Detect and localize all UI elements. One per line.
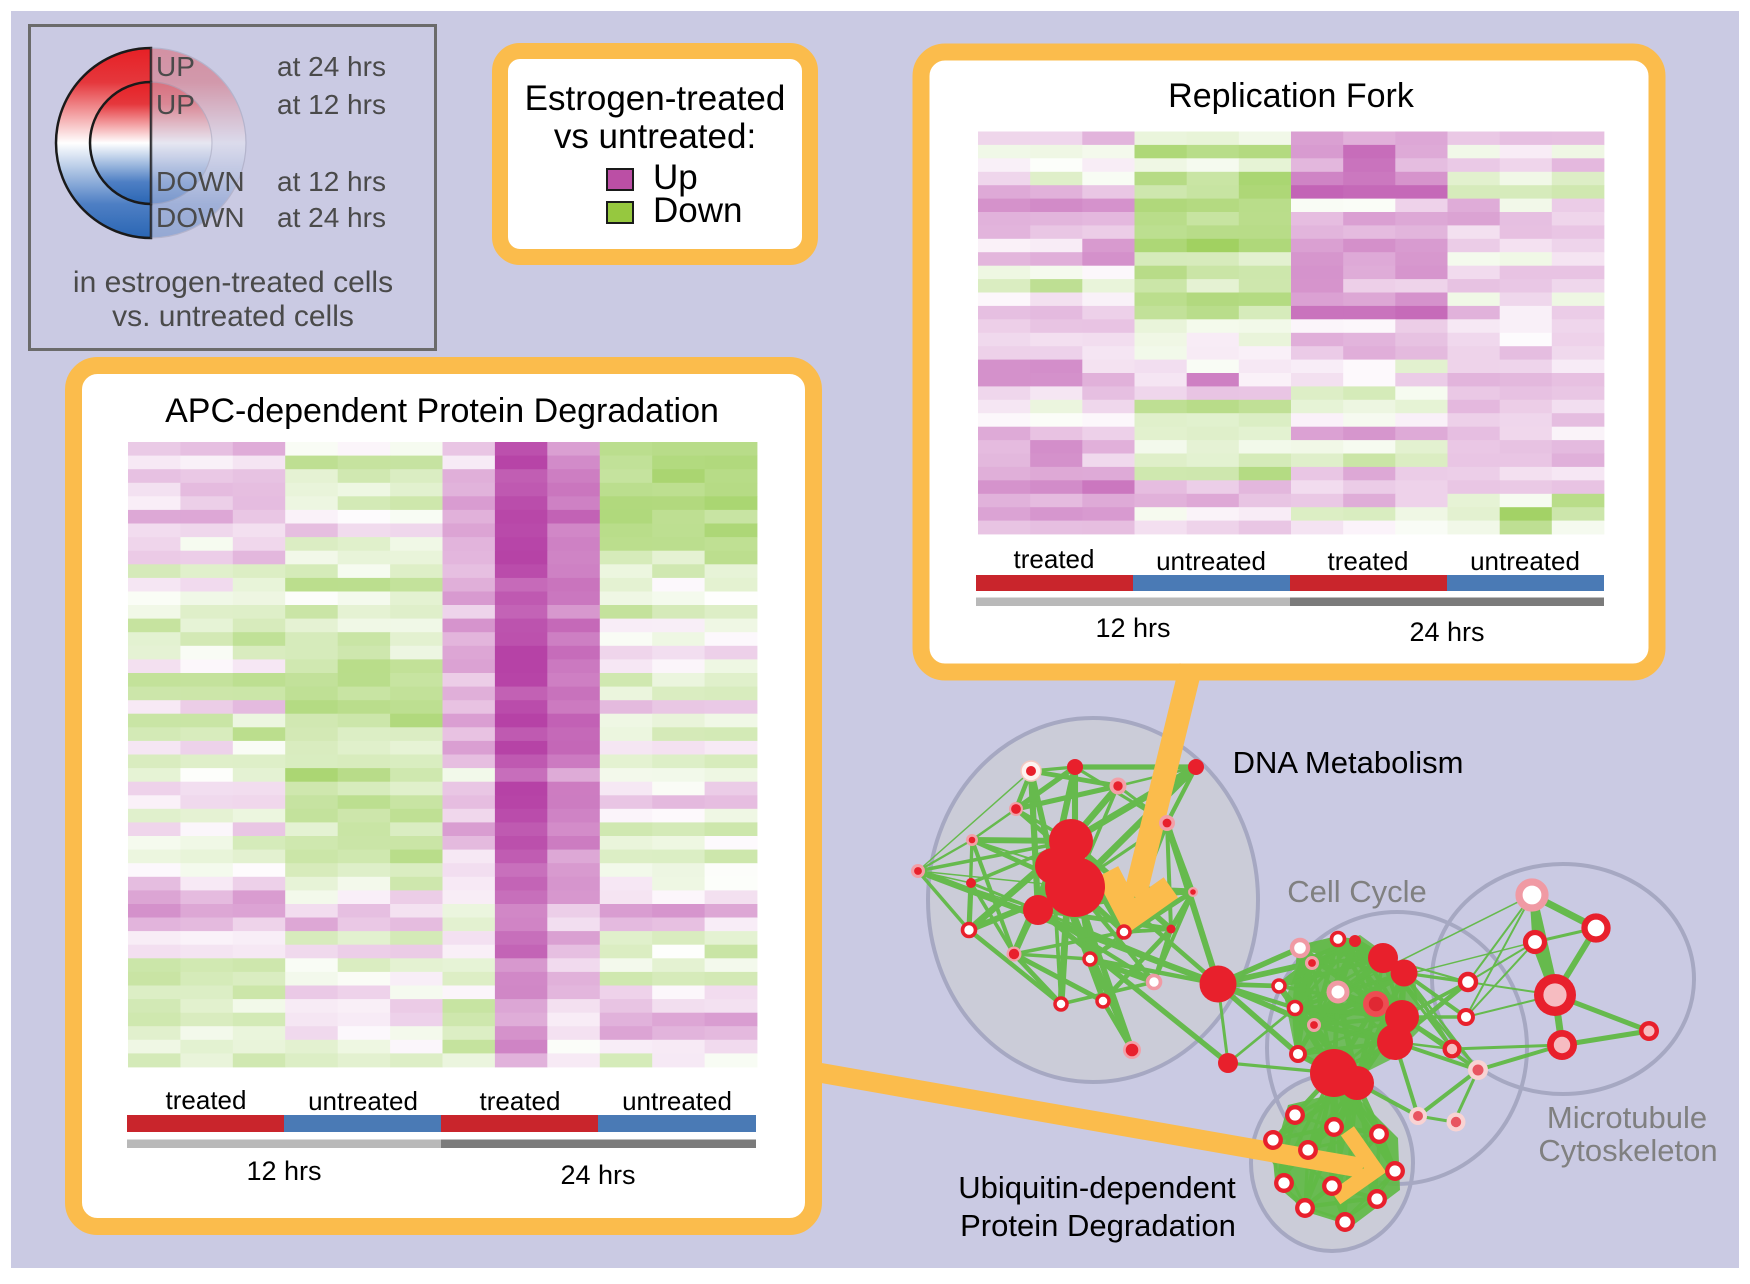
svg-text:Estrogen-treated: Estrogen-treated <box>525 79 786 118</box>
svg-text:Cytoskeleton: Cytoskeleton <box>1538 1133 1717 1168</box>
svg-text:12 hrs: 12 hrs <box>1095 613 1170 643</box>
svg-text:APC-dependent Protein Degradat: APC-dependent Protein Degradation <box>165 392 719 430</box>
svg-text:UP: UP <box>156 51 195 82</box>
svg-text:Protein Degradation: Protein Degradation <box>960 1208 1236 1243</box>
svg-text:untreated: untreated <box>308 1086 418 1116</box>
svg-text:in estrogen-treated cells: in estrogen-treated cells <box>73 266 393 299</box>
svg-text:vs untreated:: vs untreated: <box>554 117 756 156</box>
svg-text:treated: treated <box>480 1086 561 1116</box>
svg-text:treated: treated <box>1014 544 1095 574</box>
svg-text:Up: Up <box>653 158 698 197</box>
svg-text:DOWN: DOWN <box>156 166 245 197</box>
svg-text:untreated: untreated <box>1470 546 1580 576</box>
svg-text:UP: UP <box>156 89 195 120</box>
svg-text:at 12 hrs: at 12 hrs <box>277 89 386 120</box>
svg-text:treated: treated <box>1328 546 1409 576</box>
svg-text:at 24 hrs: at 24 hrs <box>277 51 386 82</box>
svg-text:DNA Metabolism: DNA Metabolism <box>1233 745 1464 780</box>
svg-text:untreated: untreated <box>622 1086 732 1116</box>
svg-text:Cell Cycle: Cell Cycle <box>1287 874 1427 909</box>
svg-text:DOWN: DOWN <box>156 202 245 233</box>
svg-text:Down: Down <box>653 191 742 230</box>
svg-text:24 hrs: 24 hrs <box>560 1160 635 1190</box>
svg-text:Microtubule: Microtubule <box>1547 1100 1707 1135</box>
svg-text:untreated: untreated <box>1156 546 1266 576</box>
svg-text:at 24 hrs: at 24 hrs <box>277 202 386 233</box>
svg-text:24 hrs: 24 hrs <box>1409 617 1484 647</box>
svg-text:12 hrs: 12 hrs <box>246 1156 321 1186</box>
svg-text:treated: treated <box>166 1085 247 1115</box>
svg-text:Replication Fork: Replication Fork <box>1168 77 1415 115</box>
svg-text:vs. untreated cells: vs. untreated cells <box>112 300 354 333</box>
svg-text:Ubiquitin-dependent: Ubiquitin-dependent <box>958 1170 1236 1205</box>
svg-text:at 12 hrs: at 12 hrs <box>277 166 386 197</box>
